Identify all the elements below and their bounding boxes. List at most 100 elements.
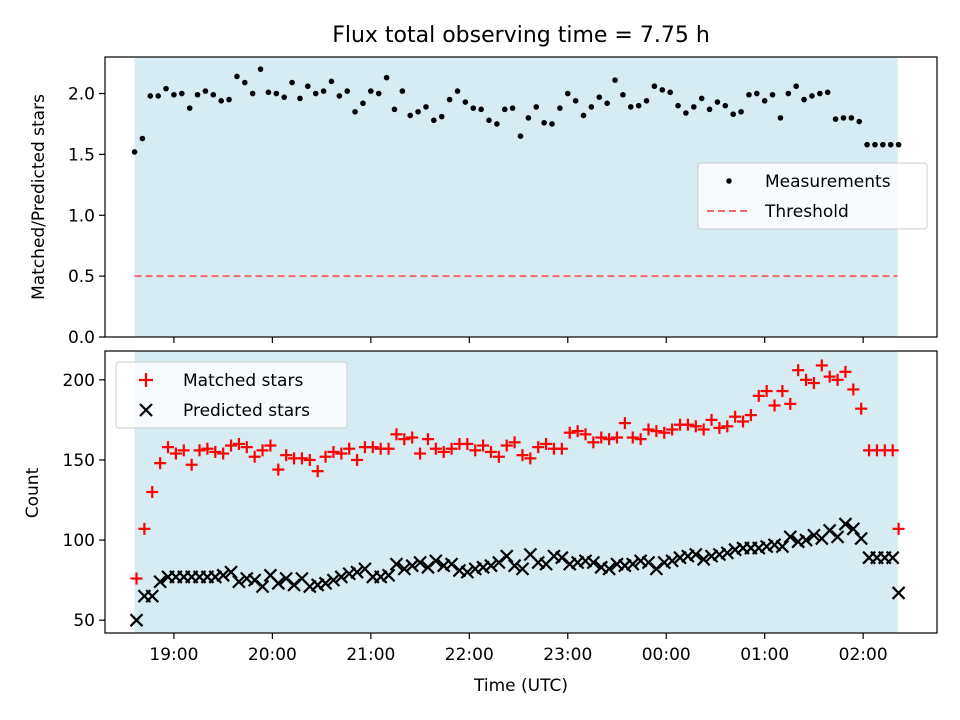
matched-star-point	[272, 463, 285, 476]
bottom-y-tick-label: 50	[73, 611, 95, 631]
matched-star-point	[721, 420, 734, 433]
top-axes-frame	[104, 56, 938, 338]
matched-star-point	[492, 450, 505, 463]
matched-star-point	[130, 572, 143, 585]
matched-star-point	[248, 450, 261, 463]
measurement-point	[415, 108, 421, 115]
x-tick-label: 02:00	[839, 645, 888, 665]
measurement-point	[785, 90, 792, 97]
measurement-point	[297, 95, 303, 102]
measurement-point	[612, 77, 618, 83]
measurement-point	[494, 121, 500, 127]
measurement-point	[446, 96, 453, 103]
top-y-tick-label: 2.0	[68, 85, 95, 105]
measurement-point	[580, 112, 587, 119]
top-y-tick-label: 0.0	[68, 328, 95, 348]
predicted-star-point	[271, 576, 286, 591]
measurement-point	[722, 102, 729, 109]
bottom-y-axis-label: Count	[23, 467, 43, 518]
predicted-star-point	[783, 530, 798, 544]
matched-star-point	[579, 428, 592, 441]
x-tick-label: 01:00	[740, 645, 789, 665]
matched-star-point	[366, 441, 379, 454]
matched-star-point	[390, 428, 403, 441]
matched-star-point	[752, 389, 765, 402]
predicted-star-point	[838, 517, 853, 531]
matched-star-point	[146, 486, 159, 498]
matched-star-point	[634, 433, 647, 446]
predicted-star-point	[484, 558, 498, 573]
measurement-point	[470, 105, 477, 111]
predicted-star-point	[602, 562, 616, 576]
matched-star-point	[823, 370, 836, 383]
legend-predicted-label: Predicted stars	[183, 401, 310, 421]
predicted-star-point	[334, 570, 349, 584]
matched-star-point	[681, 418, 694, 431]
matched-star-point	[256, 444, 269, 457]
measurement-point	[423, 104, 429, 110]
measurement-point	[431, 117, 437, 124]
top-y-tick-label: 1.0	[68, 206, 95, 226]
matched-star-point	[162, 441, 175, 454]
measurement-point	[147, 93, 154, 99]
matched-star-point	[571, 425, 584, 438]
measurement-point	[872, 141, 878, 148]
matched-star-point	[839, 365, 852, 378]
matched-star-point	[295, 452, 308, 465]
measurement-point	[383, 74, 390, 81]
bottom-y-ticks: 50 100 150 200	[63, 371, 105, 631]
matched-star-point	[792, 364, 805, 377]
measurement-point	[202, 88, 209, 94]
matched-star-point	[461, 437, 474, 450]
measurement-point	[265, 89, 272, 96]
top-y-ticks: 0.0 0.5 1.0 1.5 2.0	[68, 85, 105, 348]
measurement-point	[895, 141, 902, 148]
measurement-point	[179, 90, 185, 97]
matched-star-point	[508, 436, 521, 449]
chart-title: Flux total observing time = 7.75 h	[332, 23, 710, 48]
measurement-point	[817, 90, 823, 97]
measurement-point	[667, 89, 673, 96]
predicted-star-point	[885, 550, 900, 565]
top-x-ticks	[173, 337, 864, 343]
predicted-star-point	[665, 554, 679, 568]
bottom-y-tick-label: 100	[63, 531, 95, 551]
measurement-point	[714, 99, 721, 105]
matched-star-point	[351, 453, 364, 466]
matched-star-point	[847, 383, 860, 396]
measurement-point	[856, 118, 863, 125]
matched-star-point	[737, 415, 750, 428]
measurement-points	[131, 66, 902, 155]
matched-star-point	[532, 441, 545, 454]
measurement-point	[194, 91, 201, 98]
measurement-point	[620, 91, 626, 98]
matched-star-point	[650, 425, 663, 438]
predicted-star-point	[507, 558, 522, 573]
bottom-panel: 50 100 150 200 19:00 20:00 21:00 22:00 23:00 00:…	[23, 350, 938, 696]
matched-star-point	[193, 444, 206, 457]
matched-star-point	[760, 385, 773, 398]
matched-star-point	[209, 445, 222, 458]
measurement-point	[336, 93, 343, 99]
predicted-star-point	[429, 554, 443, 568]
predicted-star-point	[413, 555, 427, 570]
measurement-point	[375, 90, 382, 97]
matched-star-point	[815, 359, 828, 372]
predicted-star-point	[389, 557, 404, 571]
measurement-point	[281, 94, 288, 100]
matched-star-point	[603, 433, 616, 446]
measurement-point	[564, 90, 571, 97]
matched-star-point	[303, 453, 316, 466]
predicted-star-point	[688, 547, 703, 562]
matched-star-point	[382, 442, 395, 455]
measurement-point	[312, 90, 319, 97]
measurement-point	[691, 104, 697, 110]
measurement-point	[793, 83, 799, 90]
legend-matched-marker	[139, 373, 153, 387]
measurement-point	[761, 98, 768, 104]
measurement-point	[533, 104, 540, 110]
x-tick-label: 22:00	[445, 645, 494, 665]
measurement-point	[305, 83, 311, 90]
measurement-point	[131, 149, 138, 155]
